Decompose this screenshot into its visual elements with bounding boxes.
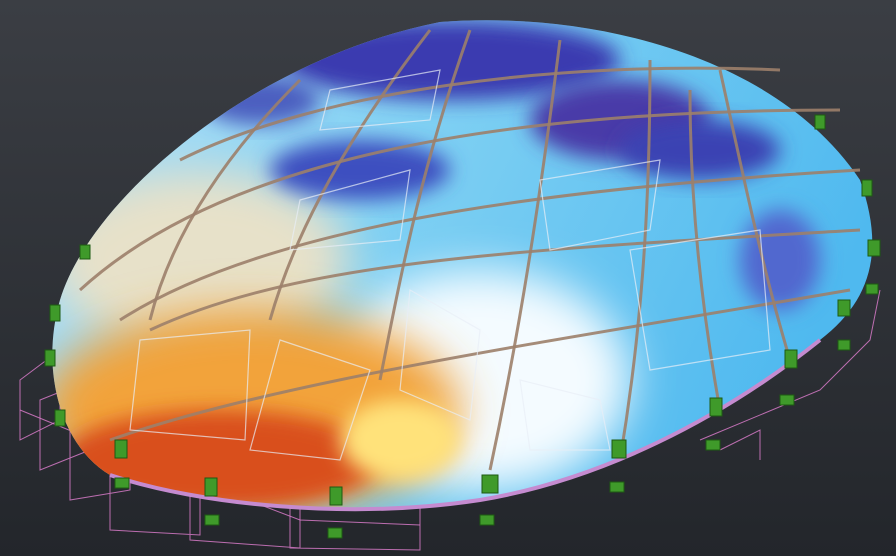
panel-outlines (129, 69, 771, 461)
supports (44, 114, 881, 539)
panel-ribs (78, 29, 861, 471)
